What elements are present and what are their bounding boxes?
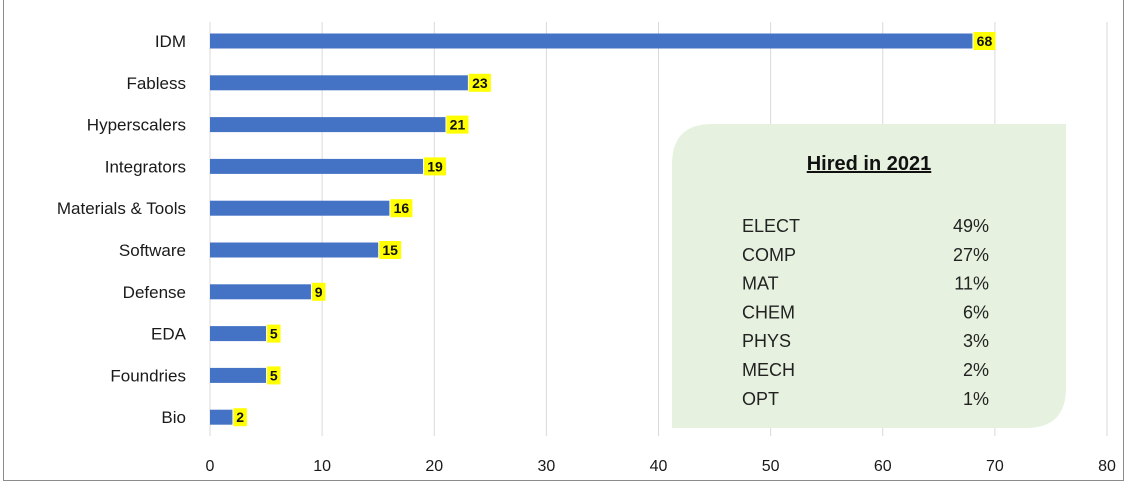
bar	[210, 117, 446, 133]
category-label: Hyperscalers	[87, 116, 186, 135]
category-label: Software	[119, 241, 186, 260]
data-label: 16	[394, 200, 410, 216]
inset-title: Hired in 2021	[807, 153, 932, 175]
category-labels: IDM Fabless Hyperscalers Integrators Materia…	[57, 32, 187, 427]
x-tick-label: 70	[986, 458, 1004, 475]
x-tick-label: 40	[650, 458, 668, 475]
inset-panel: Hired in 2021 ELECT 49% COMP 27% MAT 11% CHEM 6…	[672, 124, 1066, 428]
x-axis-tick-labels: 0 10 20 30 40 50 60 70 80	[206, 458, 1116, 475]
category-label: Bio	[161, 408, 186, 427]
x-tick-label: 10	[313, 458, 331, 475]
data-label-highlight	[973, 32, 996, 50]
data-label: 19	[427, 158, 443, 174]
inset-row-label: COMP	[742, 245, 796, 265]
bar	[210, 284, 311, 300]
inset-row-value: 6%	[963, 302, 989, 322]
bar	[210, 33, 973, 49]
inset-row-label: OPT	[742, 389, 779, 409]
x-tick-label: 30	[537, 458, 555, 475]
inset-row-label: CHEM	[742, 302, 795, 322]
category-label: Materials & Tools	[57, 199, 186, 218]
data-label-highlight	[379, 241, 402, 259]
bar	[210, 75, 468, 91]
data-label-highlight	[233, 408, 247, 427]
data-label-highlight	[267, 366, 281, 385]
data-label: 68	[977, 33, 993, 49]
inset-row-value: 49%	[953, 216, 989, 236]
bar	[210, 200, 390, 216]
inset-row-label: MAT	[742, 274, 779, 294]
data-label-highlight	[468, 73, 491, 92]
data-label: 9	[315, 284, 323, 300]
data-label-highlight	[446, 115, 469, 134]
inset-row-label: MECH	[742, 360, 795, 380]
category-label: Foundries	[110, 366, 186, 385]
inset-background	[672, 124, 1066, 428]
bar	[210, 326, 267, 342]
data-label: 5	[270, 326, 278, 342]
data-label-highlight	[390, 199, 413, 218]
data-label: 2	[236, 409, 244, 425]
inset-row-value: 27%	[953, 245, 989, 265]
bar	[210, 409, 233, 425]
bar	[210, 367, 267, 383]
x-tick-label: 0	[206, 458, 215, 475]
data-label: 21	[450, 117, 466, 133]
inset-row-label: PHYS	[742, 331, 791, 351]
data-label: 5	[270, 367, 278, 383]
x-tick-label: 20	[425, 458, 443, 475]
bar	[210, 158, 424, 174]
x-tick-label: 80	[1098, 458, 1116, 475]
x-tick-label: 50	[762, 458, 780, 475]
data-label: 23	[472, 75, 488, 91]
inset-row-value: 11%	[954, 274, 989, 294]
category-label: Defense	[123, 283, 186, 302]
bar	[210, 242, 379, 258]
data-label: 15	[382, 242, 398, 258]
category-label: Integrators	[105, 157, 186, 176]
inset-row-value: 1%	[963, 389, 989, 409]
category-label: EDA	[151, 325, 187, 344]
inset-row-label: ELECT	[742, 216, 800, 236]
category-label: Fabless	[126, 74, 186, 93]
x-tick-label: 60	[874, 458, 892, 475]
inset-row-value: 3%	[963, 331, 989, 351]
inset-rows: ELECT 49% COMP 27% MAT 11% CHEM 6% PHYS 3% MECH 2% O…	[742, 216, 989, 409]
bars	[210, 33, 973, 425]
category-label: IDM	[155, 32, 186, 51]
data-label-highlight	[424, 157, 447, 176]
data-labels: 68 23 21 19 16 15 9 5 5 2	[233, 32, 996, 427]
inset-row-value: 2%	[963, 360, 989, 380]
data-label-highlight	[267, 324, 281, 343]
data-label-highlight	[311, 282, 326, 301]
